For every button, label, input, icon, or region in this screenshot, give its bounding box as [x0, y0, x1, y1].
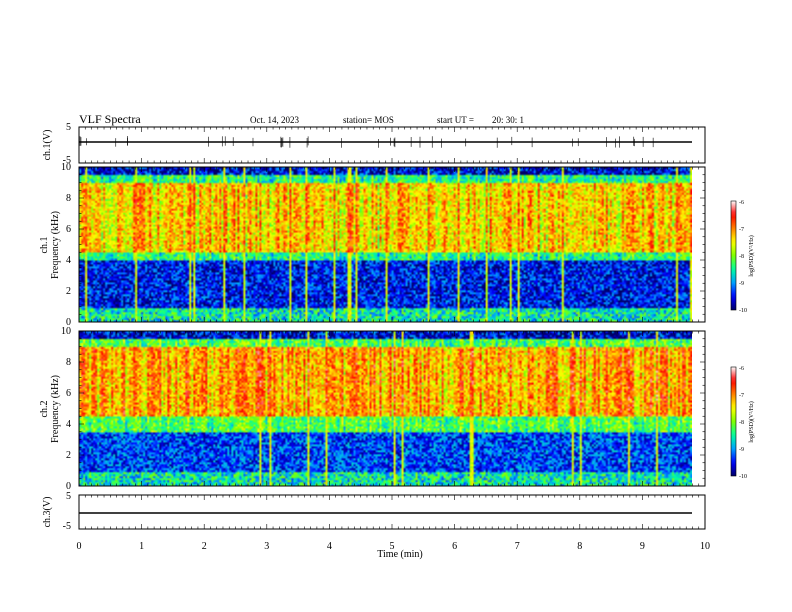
- ch1-spectrogram-ticks: [79, 166, 705, 323]
- ch2-spectrogram-image: [79, 331, 692, 486]
- x-tick-label: 7: [515, 541, 520, 552]
- ch1-colorbar-frame: [730, 200, 737, 311]
- ch2-ytick-2: 2: [66, 450, 71, 461]
- x-tick-label: 0: [77, 541, 82, 552]
- ch1-spectrogram-panel: 0 2 4 6 8 10 ch.1 Frequency (kHz): [39, 162, 706, 328]
- ch2-cb-tick-7: -7: [739, 393, 744, 399]
- x-tick-label: 1: [139, 541, 144, 552]
- ch2-ytick-8: 8: [66, 357, 71, 368]
- ch3-ytick-bottom: -5: [63, 521, 71, 532]
- start-ut-label: start UT =: [437, 115, 474, 125]
- ch2-spectrogram-ticks: [79, 330, 705, 487]
- ch2-ytick-4: 4: [66, 419, 71, 430]
- ch2-cb-tick-6: -6: [739, 366, 744, 372]
- ch1-ytick-2: 2: [66, 286, 71, 297]
- ch3-waveform-ylabel: ch.3(V): [42, 497, 53, 528]
- ch2-spectrogram-panel: 0 2 4 6 8 10 ch.2 Frequency (kHz): [39, 326, 706, 492]
- x-axis-tick-labels: 0 1 2 3 4 5 6 7 8 9 10: [77, 541, 711, 552]
- ch1-ytick-4: 4: [66, 255, 71, 266]
- ch2-colorbar: -6 -7 -8 -9 -10 log(PSD)(V²/Hz): [730, 366, 755, 480]
- ch1-colorbar-label: log(PSD)(V²/Hz): [748, 235, 755, 276]
- ch1-cb-tick-9: -9: [739, 281, 744, 287]
- x-tick-label: 6: [452, 541, 457, 552]
- ch2-ytick-0: 0: [66, 481, 71, 492]
- ch1-cb-tick-7: -7: [739, 227, 744, 233]
- station-label: station= MOS: [343, 115, 394, 125]
- x-axis-ticks: [78, 127, 706, 529]
- ch3-ytick-top: 5: [66, 491, 71, 502]
- ch2-cb-tick-10: -10: [739, 474, 747, 480]
- ch1-spectrogram-ylabel-top: ch.1: [39, 237, 50, 254]
- figure-title: VLF Spectra: [79, 112, 141, 126]
- ch1-waveform-frame: [78, 126, 706, 164]
- ch1-ytick-bottom: -5: [63, 155, 71, 166]
- x-tick-label: 2: [202, 541, 207, 552]
- ch1-waveform-spikes: [79, 136, 654, 148]
- ch2-cb-tick-8: -8: [739, 420, 744, 426]
- ch2-spectrogram-ylabel-bottom: Frequency (kHz): [50, 375, 61, 443]
- ch2-ytick-10: 10: [61, 326, 71, 337]
- date-label: Oct. 14, 2023: [250, 115, 299, 125]
- ch2-ytick-6: 6: [66, 388, 71, 399]
- x-axis-title: Time (min): [377, 549, 422, 560]
- ch1-ytick-0: 0: [66, 317, 71, 328]
- ch2-colorbar-label: log(PSD)(V²/Hz): [748, 401, 755, 442]
- x-tick-label: 10: [700, 541, 710, 552]
- x-tick-label: 8: [577, 541, 582, 552]
- x-tick-label: 4: [327, 541, 332, 552]
- ch2-colorbar-gradient: [731, 367, 736, 476]
- ch1-colorbar-gradient: [731, 201, 736, 310]
- ch1-waveform-ylabel: ch.1(V): [42, 130, 53, 161]
- start-ut-value: 20: 30: 1: [492, 115, 524, 125]
- ch1-ytick-10: 10: [61, 162, 71, 173]
- ch1-ytick-6: 6: [66, 224, 71, 235]
- ch1-cb-tick-6: -6: [739, 200, 744, 206]
- ch3-waveform-frame: [78, 494, 706, 530]
- ch1-spectrogram-ylabel-bottom: Frequency (kHz): [50, 211, 61, 279]
- x-tick-label: 3: [264, 541, 269, 552]
- ch1-cb-tick-10: -10: [739, 308, 747, 314]
- x-tick-label: 5: [390, 541, 395, 552]
- ch1-spectrogram-image: [79, 167, 692, 322]
- ch2-colorbar-frame: [730, 366, 737, 477]
- ch2-cb-tick-9: -9: [739, 447, 744, 453]
- ch1-colorbar: -6 -7 -8 -9 -10 log(PSD)(V²/Hz): [730, 200, 755, 314]
- ch2-spectrogram-ylabel-top: ch.2: [39, 401, 50, 418]
- ch1-cb-tick-8: -8: [739, 254, 744, 260]
- ch1-ytick-8: 8: [66, 193, 71, 204]
- x-tick-label: 9: [640, 541, 645, 552]
- ch1-ytick-top: 5: [66, 122, 71, 133]
